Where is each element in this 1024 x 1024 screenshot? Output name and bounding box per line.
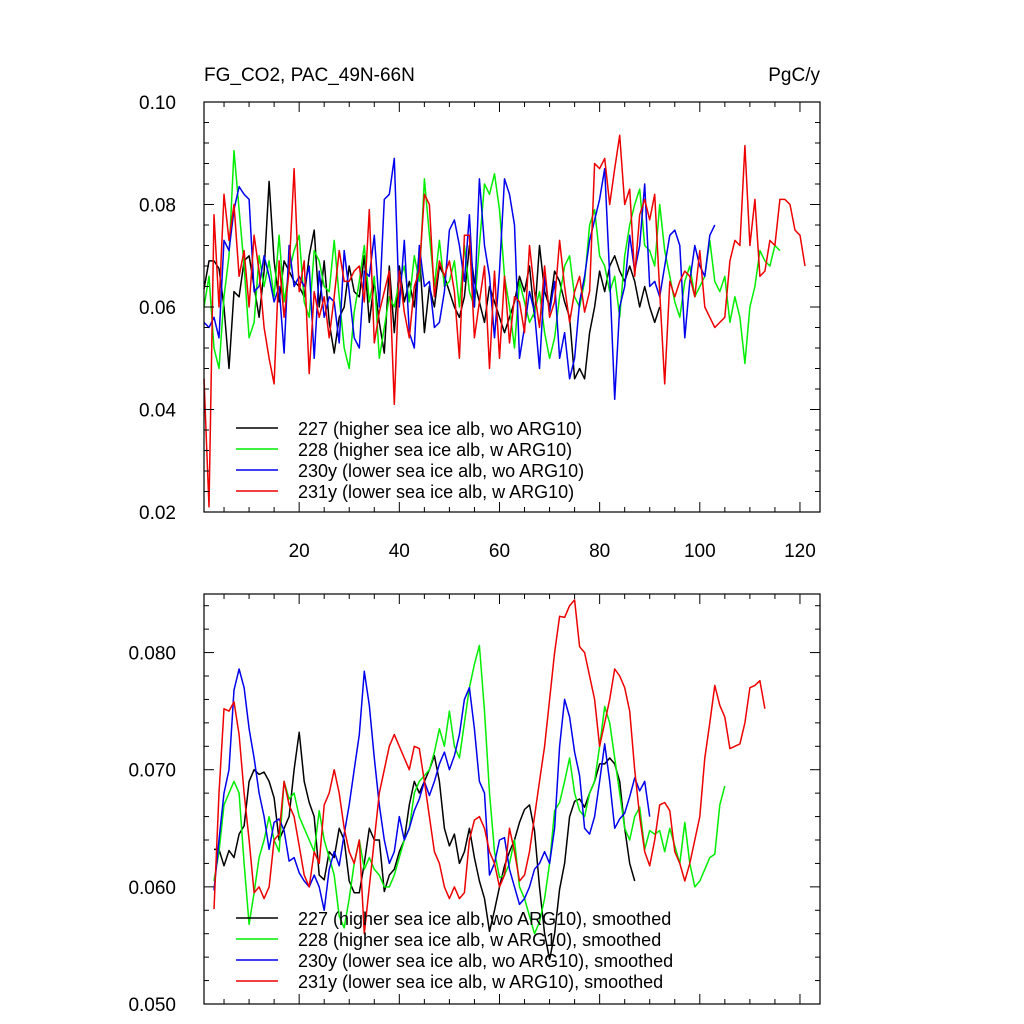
legend: 227 (higher sea ice alb, wo ARG10), smoo…	[236, 909, 673, 992]
y-tick-label: 0.10	[139, 93, 176, 114]
x-tick-label: 80	[589, 541, 610, 562]
y-tick-label: 0.070	[128, 761, 176, 782]
bottom-panel: 0.050 0.060 0.070 0.080 227 (higher sea ice …	[128, 593, 821, 1016]
legend-label: 230y (lower sea ice alb, wo ARG10), smoo…	[298, 951, 673, 971]
legend-label: 227 (higher sea ice alb, wo ARG10)	[298, 419, 582, 439]
legend-label: 231y (lower sea ice alb, w ARG10), smoot…	[298, 972, 663, 992]
legend: 227 (higher sea ice alb, wo ARG10)228 (h…	[236, 419, 584, 502]
series-line-0-2	[203, 157, 716, 401]
y-tick-label: 0.04	[139, 401, 176, 422]
series-line-1-3	[213, 599, 766, 935]
y-tick-label: 0.080	[128, 644, 176, 665]
chart-title: FG_CO2, PAC_49N-66N	[204, 65, 415, 86]
units-label: PgC/y	[768, 65, 820, 86]
x-tick-label: 100	[684, 541, 716, 562]
x-tick-label: 120	[784, 541, 816, 562]
y-tick-label: 0.02	[139, 503, 176, 524]
x-tick-label: 60	[489, 541, 510, 562]
series-line-0-3	[203, 134, 806, 508]
legend-label: 231y (lower sea ice alb, w ARG10)	[298, 482, 574, 502]
y-tick-label: 0.06	[139, 298, 176, 319]
top-panel: 0.02 0.04 0.06 0.08 0.10 20 40 60 80 100 120 227 (h…	[139, 93, 821, 562]
legend-label: 228 (higher sea ice alb, w ARG10)	[298, 440, 572, 460]
series-line-0-1	[203, 149, 781, 370]
x-tick-label: 20	[289, 541, 310, 562]
x-tick-label: 40	[389, 541, 410, 562]
legend-label: 228 (higher sea ice alb, w ARG10), smoot…	[298, 930, 661, 950]
plot-frame	[203, 593, 821, 1005]
legend-label: 230y (lower sea ice alb, wo ARG10)	[298, 461, 584, 481]
legend-label: 227 (higher sea ice alb, wo ARG10), smoo…	[298, 909, 671, 929]
y-tick-label: 0.060	[128, 878, 176, 899]
y-tick-label: 0.08	[139, 196, 176, 217]
series-line-1-2	[213, 668, 651, 912]
y-tick-label: 0.050	[128, 995, 176, 1016]
